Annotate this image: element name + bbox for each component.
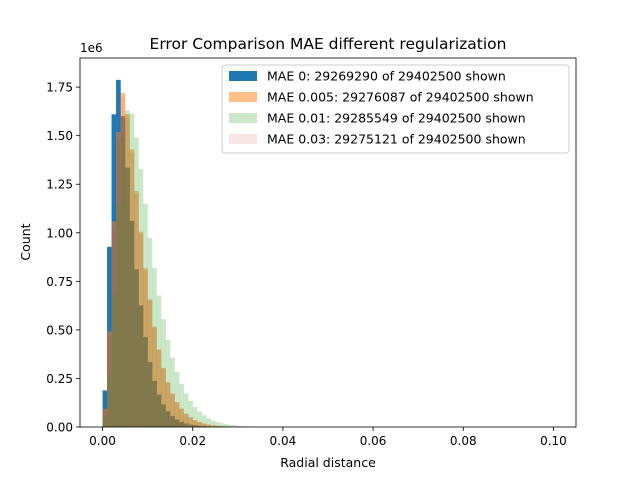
series-3-bar [193,420,198,427]
legend-label: MAE 0: 29269290 of 29402500 shown [267,69,506,84]
series-3-bar [179,409,184,427]
legend-swatch [229,92,257,102]
x-tick-label: 0.06 [360,434,387,448]
series-3-bar [166,383,171,427]
series-3-bar [121,97,126,427]
legend-swatch [229,71,257,81]
series-3-bar [139,234,144,427]
series-3-bar [116,139,121,427]
series-3-bar [148,301,153,427]
series-3-bar [197,422,202,427]
legend-label: MAE 0.03: 29275121 of 29402500 shown [267,132,526,147]
legend-swatch [229,113,257,123]
x-tick-label: 0.02 [179,434,206,448]
y-tick-label: 1.50 [46,129,73,143]
y-offset-label: 1e6 [80,41,103,55]
series-3-bar [175,402,180,427]
x-axis-label: Radial distance [280,455,376,470]
series-3-bar [152,328,157,427]
y-tick-label: 0.00 [46,421,73,435]
series-3-bar [188,417,193,427]
x-tick-label: 0.08 [450,434,477,448]
legend-swatch [229,134,257,144]
x-tick-label: 0.00 [89,434,116,448]
y-tick-label: 0.50 [46,323,73,337]
y-tick-label: 1.00 [46,226,73,240]
x-tick-label: 0.04 [270,434,297,448]
series-3-bar [143,270,148,427]
series-3-bar [107,336,112,427]
series-3-bar [170,394,175,427]
series-3-bar [112,227,117,427]
series-3-bar [134,194,139,427]
series-3-bar [202,424,207,427]
legend-label: MAE 0.01: 29285549 of 29402500 shown [267,111,526,126]
y-tick-label: 0.75 [46,275,73,289]
legend: MAE 0: 29269290 of 29402500 shown MAE 0.0… [222,65,569,153]
series-3-bar [125,118,130,427]
series-3-bar [103,409,108,427]
series-3-bar [157,350,162,427]
legend-label: MAE 0.005: 29276087 of 29402500 shown [267,90,534,105]
y-tick-label: 1.25 [46,178,73,192]
y-axis-label: Count [18,223,33,260]
series-3-bar [161,369,166,427]
series-3-bar [130,153,135,427]
x-tick-label: 0.10 [540,434,567,448]
series-3-bar [184,414,189,427]
y-tick-label: 1.75 [46,81,73,95]
y-tick-label: 0.25 [46,372,73,386]
chart-title: Error Comparison MAE different regulariz… [150,35,507,53]
